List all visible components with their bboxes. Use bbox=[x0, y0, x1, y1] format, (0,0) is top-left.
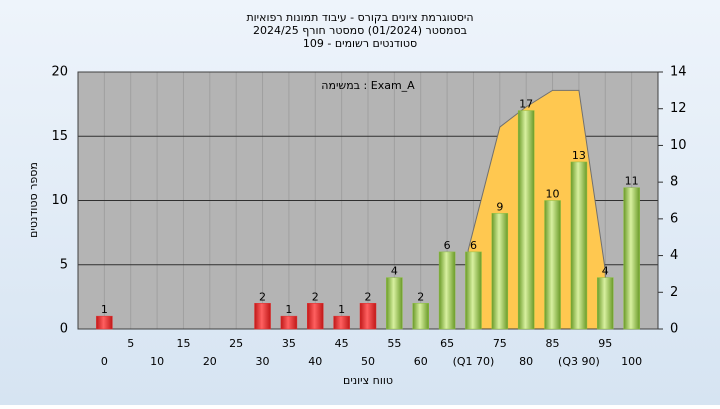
data-label: 11 bbox=[625, 175, 639, 188]
x-tick-label: 35 bbox=[282, 337, 296, 350]
x-axis-label: טווח ציונים bbox=[343, 374, 393, 387]
data-label: 4 bbox=[602, 265, 609, 278]
bar bbox=[412, 303, 429, 330]
x-tick-label: 80 bbox=[519, 355, 533, 368]
x-tick-label: (Q3 90) bbox=[558, 355, 600, 368]
x-tick-label: 45 bbox=[335, 337, 349, 350]
data-label: 4 bbox=[391, 265, 398, 278]
y2-tick-label: 4 bbox=[670, 248, 678, 263]
bar bbox=[544, 200, 561, 330]
data-label: 6 bbox=[470, 239, 477, 252]
y-axis-label: מספר סטודנטים bbox=[27, 162, 40, 238]
x-tick-label: 95 bbox=[598, 337, 612, 350]
y-tick-label: 20 bbox=[51, 65, 68, 80]
data-label: 2 bbox=[312, 290, 319, 303]
data-label: 1 bbox=[338, 303, 345, 316]
data-label: 2 bbox=[417, 290, 424, 303]
x-tick-label: (Q1 70) bbox=[453, 355, 495, 368]
x-tick-label: 100 bbox=[621, 355, 642, 368]
y2-tick-label: 14 bbox=[670, 65, 687, 80]
bar bbox=[280, 315, 298, 330]
y2-tick-label: 6 bbox=[670, 211, 678, 226]
bar bbox=[96, 315, 113, 330]
title-line: סטודנטים רשומים - 109 bbox=[303, 37, 417, 50]
data-label: 1 bbox=[285, 303, 292, 316]
bar bbox=[359, 303, 377, 330]
bar bbox=[623, 187, 640, 330]
annotation: במשימה : Exam_A bbox=[321, 79, 415, 92]
y2-tick-label: 10 bbox=[670, 138, 687, 153]
bar bbox=[307, 303, 324, 330]
x-tick-label: 5 bbox=[127, 337, 134, 350]
x-tick-label: 65 bbox=[440, 337, 454, 350]
bar bbox=[438, 251, 456, 330]
x-tick-label: 40 bbox=[308, 355, 322, 368]
y2-tick-label: 2 bbox=[670, 285, 678, 300]
data-label: 10 bbox=[546, 188, 560, 201]
bar bbox=[465, 251, 482, 330]
x-tick-label: 15 bbox=[176, 337, 190, 350]
x-tick-label: 60 bbox=[414, 355, 428, 368]
data-label: 1 bbox=[101, 303, 108, 316]
data-label: 13 bbox=[572, 149, 586, 162]
bar bbox=[333, 315, 350, 330]
bar bbox=[570, 161, 588, 330]
data-label: 9 bbox=[496, 200, 503, 213]
title-line: בסמסטר (01/2024) סמסטר חורף 2024/25 bbox=[253, 24, 467, 37]
x-tick-label: 55 bbox=[387, 337, 401, 350]
y2-tick-label: 12 bbox=[670, 101, 687, 116]
x-tick-label: 75 bbox=[493, 337, 507, 350]
data-label: 17 bbox=[519, 98, 533, 111]
x-tick-label: 25 bbox=[229, 337, 243, 350]
bar bbox=[517, 110, 535, 330]
bar bbox=[491, 213, 509, 330]
y-tick-label: 15 bbox=[51, 129, 68, 144]
x-tick-label: 50 bbox=[361, 355, 375, 368]
data-label: 2 bbox=[365, 290, 372, 303]
title-line: היסטוגרמת ציונים בקורס - עיבוד תמונות רפ… bbox=[246, 11, 473, 24]
bar bbox=[254, 303, 271, 330]
y-tick-label: 5 bbox=[60, 257, 68, 272]
data-label: 6 bbox=[444, 239, 451, 252]
bar bbox=[597, 277, 614, 330]
bar bbox=[386, 277, 403, 330]
y-tick-label: 10 bbox=[51, 193, 68, 208]
x-tick-label: 30 bbox=[256, 355, 270, 368]
x-tick-label: 20 bbox=[203, 355, 217, 368]
x-tick-label: 10 bbox=[150, 355, 164, 368]
x-tick-label: 85 bbox=[546, 337, 560, 350]
y2-tick-label: 8 bbox=[670, 175, 678, 190]
y-tick-label: 0 bbox=[60, 322, 68, 337]
data-label: 2 bbox=[259, 290, 266, 303]
y2-tick-label: 0 bbox=[670, 322, 678, 337]
x-tick-label: 0 bbox=[101, 355, 108, 368]
